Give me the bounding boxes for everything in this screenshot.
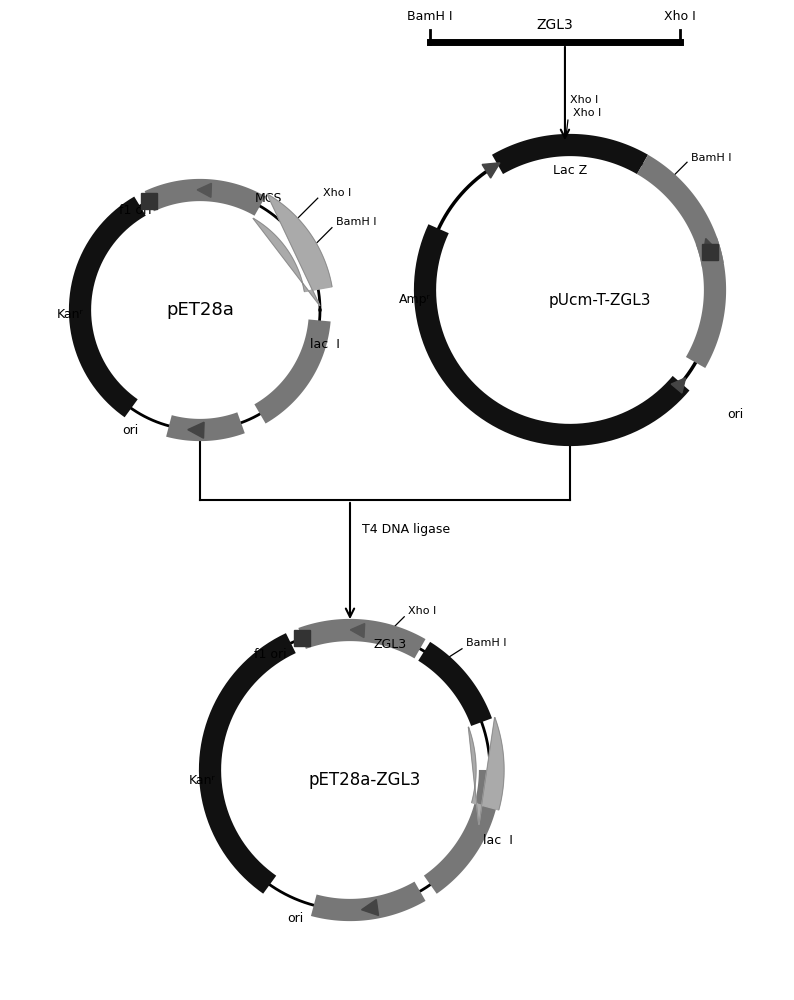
Text: pUcm-T-ZGL3: pUcm-T-ZGL3 (549, 292, 651, 308)
Polygon shape (188, 422, 204, 438)
Polygon shape (141, 193, 157, 209)
Polygon shape (468, 717, 504, 825)
Polygon shape (350, 624, 364, 638)
Text: lac  I: lac I (483, 834, 513, 846)
Text: ori: ori (727, 408, 743, 422)
Polygon shape (703, 239, 717, 254)
Text: pET28a: pET28a (166, 301, 234, 319)
Text: Ampʳ: Ampʳ (399, 294, 431, 306)
Text: BamH I: BamH I (407, 9, 453, 22)
Text: BamH I: BamH I (336, 217, 376, 227)
Text: Xho I: Xho I (408, 606, 437, 616)
Polygon shape (482, 163, 500, 178)
Text: Xho I: Xho I (323, 188, 351, 198)
Text: MCS: MCS (254, 192, 282, 205)
Text: Xho I: Xho I (573, 108, 601, 118)
Polygon shape (294, 630, 310, 646)
Text: Xho I: Xho I (570, 95, 598, 105)
Text: ori: ori (121, 424, 138, 436)
Polygon shape (361, 900, 379, 915)
Text: lac  I: lac I (310, 338, 340, 352)
Polygon shape (702, 244, 718, 260)
Text: BamH I: BamH I (691, 153, 731, 163)
Polygon shape (197, 183, 211, 197)
Text: Kanʳ: Kanʳ (56, 308, 83, 322)
Text: f1 ori: f1 ori (254, 648, 287, 662)
Text: f1 ori: f1 ori (118, 204, 152, 217)
Text: Lac Z: Lac Z (553, 163, 587, 176)
Polygon shape (253, 194, 332, 306)
Text: pET28a-ZGL3: pET28a-ZGL3 (309, 771, 421, 789)
Text: ori: ori (287, 912, 303, 924)
Polygon shape (671, 378, 685, 393)
Text: T4 DNA ligase: T4 DNA ligase (362, 524, 450, 536)
Text: Xho I: Xho I (664, 9, 696, 22)
Text: BamH I: BamH I (466, 638, 507, 648)
Text: Kanʳ: Kanʳ (189, 774, 215, 786)
Text: ZGL3: ZGL3 (373, 639, 407, 652)
Text: ZGL3: ZGL3 (537, 18, 573, 32)
